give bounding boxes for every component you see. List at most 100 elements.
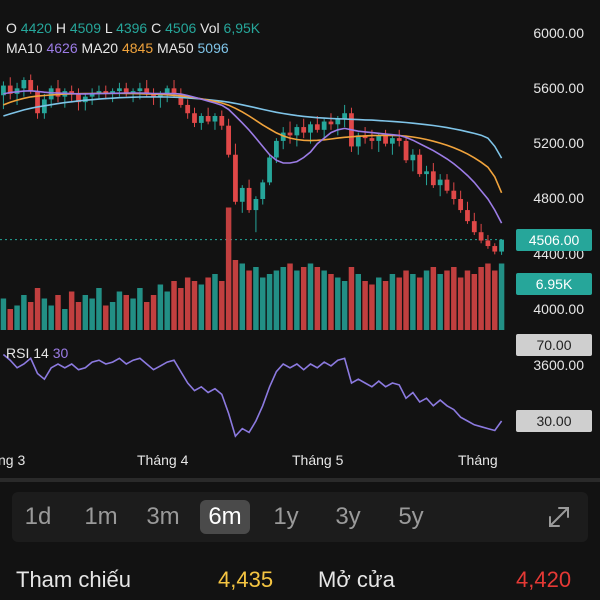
volume-bar — [307, 263, 314, 330]
volume-bar — [389, 274, 396, 330]
candle-body — [137, 88, 143, 92]
candle-body — [369, 138, 375, 141]
range-3m-button[interactable]: 3m — [146, 503, 180, 530]
volume-bar — [464, 270, 471, 330]
divider — [0, 478, 600, 482]
ma20-value: 4845 — [121, 40, 154, 56]
candle-body — [233, 154, 238, 202]
volume-label: Vol — [200, 20, 220, 36]
price-tick: 3600.00 — [533, 357, 584, 373]
candle-body — [417, 154, 423, 175]
low-value: 4396 — [116, 20, 148, 36]
volume-bar — [157, 284, 164, 330]
volume-bar — [416, 277, 423, 330]
candle-body — [390, 138, 395, 144]
candle-body — [192, 113, 197, 123]
range-3y-button[interactable]: 3y — [335, 503, 361, 530]
candle-body — [308, 124, 313, 133]
volume-bar — [68, 291, 75, 330]
volume-bar — [498, 263, 505, 330]
range-1y-button[interactable]: 1y — [273, 503, 299, 530]
chart-area[interactable]: O 4420 H 4509 L 4396 C 4506 Vol 6,95K MA… — [0, 0, 600, 478]
candle-body — [267, 157, 272, 183]
price-tick: 5200.00 — [533, 135, 584, 151]
volume-bar — [103, 305, 109, 330]
volume-bar — [410, 274, 416, 330]
candle-body — [396, 138, 402, 141]
candle-body — [314, 124, 320, 130]
candle-body — [205, 116, 211, 122]
rsi-lower-badge: 30.00 — [516, 410, 592, 432]
candle-body — [321, 121, 327, 130]
volume-bar — [137, 288, 143, 330]
volume-bar — [423, 270, 430, 330]
volume-bar — [198, 284, 205, 330]
rsi-upper-badge: 70.00 — [516, 334, 592, 356]
range-1d-button[interactable]: 1d — [24, 503, 52, 530]
volume-bar — [130, 298, 136, 330]
volume-bar — [184, 277, 191, 330]
price-chart[interactable] — [0, 0, 600, 478]
range-6m-button[interactable]: 6m — [200, 500, 250, 534]
expand-icon[interactable] — [544, 502, 574, 532]
volume-bar — [178, 288, 184, 330]
candle-body — [226, 125, 232, 155]
ma50-line — [3, 96, 503, 159]
candle-body — [471, 221, 477, 233]
current-price-badge: 4506.00 — [516, 229, 592, 251]
candle-body — [96, 91, 102, 94]
month-label: Tháng — [458, 452, 498, 468]
candle-body — [219, 116, 225, 126]
ma50-label: MA50 — [157, 40, 194, 56]
volume-bar — [14, 305, 20, 330]
range-5y-button[interactable]: 5y — [398, 503, 424, 530]
rsi-label: RSI 14 30 — [6, 345, 68, 361]
candle-body — [301, 127, 307, 133]
volume-bar — [430, 267, 437, 330]
candle-body — [410, 154, 416, 161]
volume-bar — [280, 267, 286, 330]
volume-bar — [355, 274, 362, 330]
candle-body — [185, 104, 191, 114]
volume-bar — [335, 277, 341, 330]
volume-value: 6,95K — [223, 20, 261, 36]
candle-body — [444, 179, 450, 191]
volume-bar — [457, 277, 464, 330]
candle-body — [430, 171, 436, 186]
candle-body — [485, 240, 491, 247]
volume-bar — [246, 270, 252, 330]
volume-bar — [403, 270, 409, 330]
candle-body — [376, 135, 382, 141]
volume-bar — [205, 277, 211, 330]
candle-body — [499, 239, 504, 252]
month-label: ng 3 — [0, 452, 26, 468]
candle-body — [451, 190, 457, 199]
candle-body — [110, 91, 115, 94]
close-label: C — [151, 20, 162, 36]
candle-body — [437, 179, 443, 186]
rsi-line — [2, 353, 503, 438]
volume-bar — [253, 267, 259, 330]
volume-badge: 6.95K — [516, 273, 592, 295]
candle-body — [76, 93, 81, 103]
volume-bar — [191, 281, 198, 330]
candle-body — [89, 93, 95, 97]
candle-body — [403, 140, 409, 161]
reference-price-label: Tham chiếu — [16, 567, 131, 592]
candle-body — [117, 88, 122, 92]
candle-body — [21, 80, 27, 89]
range-1m-button[interactable]: 1m — [84, 503, 118, 530]
volume-bar — [225, 207, 232, 330]
volume-bar — [171, 281, 177, 330]
candle-body — [478, 232, 484, 241]
volume-bar — [27, 302, 34, 330]
candle-body — [7, 85, 13, 94]
candle-body — [458, 199, 464, 211]
ohlc-row: O 4420 H 4509 L 4396 C 4506 Vol 6,95K — [6, 20, 260, 36]
candle-body — [48, 88, 54, 100]
volume-bar — [273, 270, 280, 330]
volume-bar — [492, 270, 498, 330]
high-value: 4509 — [69, 20, 101, 36]
volume-bar — [96, 288, 102, 330]
volume-bar — [437, 274, 443, 330]
